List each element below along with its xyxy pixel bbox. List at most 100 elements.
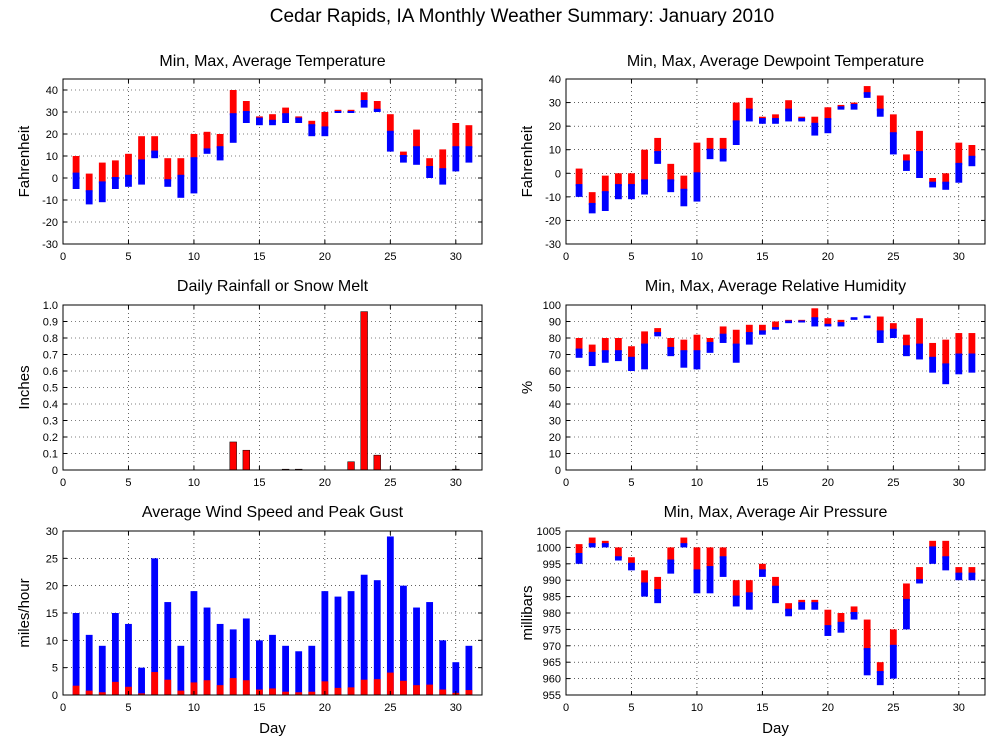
min-bar: [216, 147, 224, 161]
min-bar: [282, 114, 289, 123]
gust-bar: [190, 591, 198, 695]
y-tick-label: 980: [543, 608, 561, 620]
min-bar: [903, 161, 910, 171]
y-tick-label: 985: [543, 592, 561, 604]
min-bar: [426, 167, 434, 178]
gust-bar: [282, 645, 289, 695]
max-bar: [334, 109, 342, 112]
min-bar: [916, 344, 923, 360]
max-bar: [413, 129, 420, 148]
min-bar: [98, 182, 106, 203]
max-bar: [680, 537, 688, 545]
max-bar: [72, 156, 80, 174]
max-bar: [242, 101, 250, 112]
min-bar: [903, 599, 910, 630]
min-bar: [190, 158, 198, 194]
max-bar: [837, 319, 845, 324]
x-tick-label: 30: [450, 251, 462, 263]
max-bar: [955, 142, 963, 164]
max-bar: [968, 567, 976, 574]
y-tick-label: 955: [543, 690, 561, 702]
max-bar: [426, 158, 434, 167]
precip-bar: [229, 441, 237, 471]
min-bar: [667, 560, 675, 574]
min-bar: [889, 329, 897, 338]
max-bar: [745, 580, 753, 594]
x-tick-label: 10: [188, 702, 200, 714]
gust-bar: [229, 629, 237, 695]
avg-speed-bar: [190, 682, 198, 695]
gust-bar: [256, 640, 263, 695]
x-tick-label: 20: [319, 477, 331, 489]
x-tick-label: 5: [628, 251, 634, 263]
avg-speed-bar: [295, 692, 303, 695]
min-bar: [798, 603, 806, 610]
x-tick-label: 25: [384, 477, 396, 489]
chart-panel-rain: 0 0.1 0.2 0.3 0.4 0.5 0.6 0.7 0.8 0.9 1.0 0 5 10 15 20 2…: [16, 278, 483, 489]
max-bar: [614, 338, 622, 352]
max-bar: [876, 95, 884, 110]
y-axis-label: Fahrenheit: [16, 125, 33, 198]
min-bar: [614, 557, 622, 561]
plot-frame: [62, 78, 483, 245]
min-bar: [772, 586, 779, 604]
max-bar: [256, 116, 263, 119]
avg-speed-bar: [360, 679, 368, 695]
min-bar: [628, 185, 635, 200]
max-bar: [968, 145, 976, 157]
avg-speed-bar: [269, 688, 276, 695]
y-tick-label: 1000: [537, 542, 561, 554]
max-bar: [601, 540, 609, 545]
y-axis-label: Inches: [16, 365, 33, 409]
min-bar: [876, 672, 884, 686]
min-bar: [601, 351, 609, 363]
min-bar: [614, 185, 622, 200]
x-tick-label: 30: [450, 702, 462, 714]
min-bar: [837, 323, 845, 327]
min-bar: [386, 131, 394, 152]
gust-bar: [321, 591, 329, 695]
chart-panel-pres: 955 960 965 970 975 980 985 990 995 1000 1005 0 5 10 1…: [519, 504, 986, 737]
precip-bar: [360, 311, 368, 471]
gust-bar: [216, 623, 224, 695]
min-bar: [680, 544, 688, 548]
y-tick-label: 15: [46, 608, 58, 620]
max-bar: [889, 629, 897, 646]
max-bar: [863, 86, 871, 94]
max-bar: [824, 609, 832, 627]
avg-speed-bar: [439, 689, 447, 695]
min-bar: [889, 133, 897, 155]
gust-bar: [465, 645, 473, 695]
min-bar: [942, 182, 950, 190]
gust-bar: [334, 596, 342, 695]
x-tick-label: 30: [953, 702, 965, 714]
max-bar: [601, 175, 609, 193]
y-axis-label: Fahrenheit: [519, 125, 536, 198]
max-bar: [667, 338, 675, 348]
max-bar: [824, 107, 832, 120]
y-tick-label: 40: [549, 399, 561, 411]
panel-title: Min, Max, Average Air Pressure: [664, 504, 888, 521]
x-tick-label: 0: [60, 702, 66, 714]
max-bar: [628, 173, 635, 186]
max-bar: [719, 137, 727, 150]
min-bar: [164, 180, 172, 187]
min-bar: [759, 331, 766, 335]
min-bar: [641, 180, 648, 195]
x-tick-label: 10: [188, 477, 200, 489]
max-bar: [575, 338, 583, 350]
y-tick-label: 0: [52, 465, 58, 477]
max-bar: [628, 557, 635, 564]
min-bar: [929, 547, 937, 564]
y-tick-label: 20: [46, 581, 58, 593]
y-tick-label: 90: [549, 317, 561, 329]
gust-bar: [242, 618, 250, 695]
chart-panel-rh: 0 10 20 30 40 50 60 70 80 90 100 0 5 10 15 20 25 30 Min, M…: [519, 278, 986, 489]
x-tick-label: 15: [253, 477, 265, 489]
min-bar: [811, 123, 819, 136]
max-bar: [811, 308, 819, 319]
avg-speed-bar: [98, 692, 106, 695]
y-tick-label: -30: [42, 239, 58, 251]
max-bar: [955, 567, 963, 574]
min-bar: [308, 125, 316, 137]
